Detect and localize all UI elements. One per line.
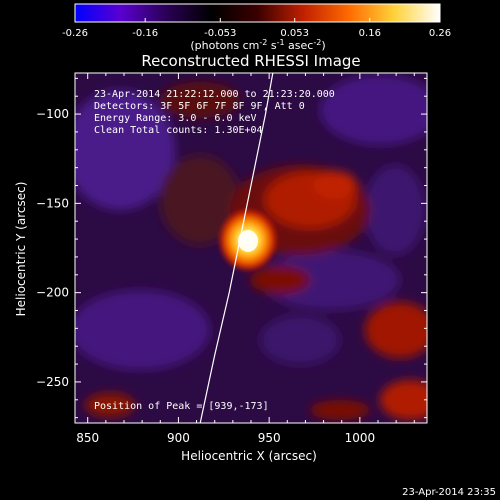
y-tick-label: −150 xyxy=(36,196,69,210)
colorbar-ticks: -0.26 -0.16 -0.053 0.053 0.16 0.26 xyxy=(62,18,451,39)
timestamp: 23-Apr-2014 23:35 xyxy=(402,487,496,498)
y-tick-label: −200 xyxy=(36,286,69,300)
colorbar xyxy=(74,3,441,23)
y-tick-label: −250 xyxy=(36,375,69,389)
heatmap-image xyxy=(75,73,427,423)
colorbar-tick-label: 0.16 xyxy=(359,28,381,39)
colorbar-tick-label: -0.26 xyxy=(62,28,88,39)
colorbar-tick-label: -0.16 xyxy=(132,28,158,39)
colorbar-tick-label: 0.26 xyxy=(429,28,451,39)
info-line: Detectors: 3F 5F 6F 7F 8F 9F, Att 0 xyxy=(94,101,305,112)
colorbar-tick-label: 0.053 xyxy=(280,28,309,39)
x-axis-label: Heliocentric X (arcsec) xyxy=(181,449,317,463)
info-block: 23-Apr-2014 21:22:12.000 to 21:23:20.000… xyxy=(94,89,335,136)
y-axis-label: Heliocentric Y (arcsec) xyxy=(14,182,28,317)
x-tick-label: 950 xyxy=(258,431,281,445)
info-line: 23-Apr-2014 21:22:12.000 to 21:23:20.000 xyxy=(94,89,335,100)
info-line: Clean Total counts: 1.30E+04 xyxy=(94,125,263,136)
x-tick-label: 900 xyxy=(167,431,190,445)
x-axis: 850 900 950 1000 xyxy=(76,73,415,445)
chart-title: Reconstructed RHESSI Image xyxy=(141,52,360,70)
colorbar-units: (photons cm-2 s-1 asec-2) xyxy=(190,38,325,52)
peak-label: Position of Peak = [939,-173] xyxy=(94,401,269,412)
y-axis: −100 −150 −200 −250 xyxy=(36,77,427,419)
x-tick-label: 850 xyxy=(76,431,99,445)
y-tick-label: −100 xyxy=(36,107,69,121)
solar-limb-line xyxy=(199,73,274,423)
info-line: Energy Range: 3.0 - 6.0 keV xyxy=(94,113,257,124)
x-tick-label: 1000 xyxy=(345,431,376,445)
colorbar-tick-label: -0.053 xyxy=(204,28,236,39)
